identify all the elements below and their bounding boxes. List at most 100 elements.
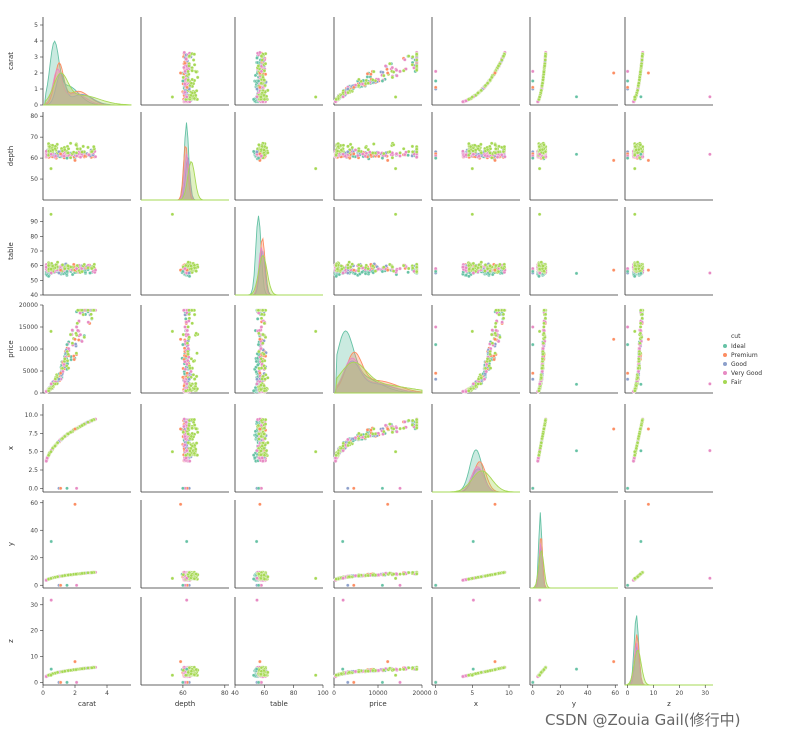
scatter-point: [543, 58, 547, 62]
scatter-point: [258, 85, 262, 90]
scatter-point: [192, 63, 197, 67]
scatter-point: [633, 144, 638, 149]
scatter-point: [182, 65, 186, 70]
y-axis-label: table: [7, 242, 15, 260]
scatter-point: [183, 82, 187, 86]
y-tick-label: 40: [30, 292, 38, 299]
scatter-point: [184, 57, 188, 61]
scatter-point: [66, 147, 71, 151]
scatter-point: [531, 269, 535, 274]
scatter-point: [262, 78, 266, 82]
scatter-point: [346, 271, 350, 275]
scatter-point: [414, 64, 419, 68]
scatter-point: [334, 274, 338, 279]
scatter-point: [541, 155, 546, 160]
scatter-point: [189, 93, 193, 98]
scatter-point: [639, 152, 643, 157]
y-tick-label: 70: [30, 134, 38, 141]
scatter-point: [255, 87, 259, 91]
scatter-point: [86, 145, 90, 150]
scatter-point: [489, 141, 494, 146]
scatter-point: [395, 73, 399, 78]
scatter-point: [259, 147, 264, 152]
scatter-point: [531, 156, 535, 160]
scatter-point: [414, 58, 419, 62]
scatter-point: [483, 263, 488, 267]
y-axis-label: carat: [7, 52, 15, 70]
scatter-point: [50, 264, 55, 268]
scatter-point: [376, 150, 381, 155]
scatter-point: [477, 154, 481, 158]
scatter-point: [46, 263, 51, 268]
scatter-point: [708, 95, 712, 99]
scatter-point: [382, 265, 386, 269]
scatter-point: [640, 54, 644, 58]
scatter-point: [185, 85, 189, 90]
y-tick-label: 60: [30, 263, 38, 270]
scatter-point: [260, 58, 265, 62]
scatter-point: [74, 266, 79, 271]
scatter-point: [370, 264, 375, 268]
scatter-point: [466, 97, 471, 102]
scatter-point: [538, 271, 542, 275]
scatter-point: [485, 154, 490, 158]
scatter-point: [334, 97, 338, 102]
scatter-point: [574, 95, 579, 99]
scatter-point: [401, 68, 406, 73]
scatter-point: [183, 69, 187, 74]
scatter-point: [385, 158, 390, 163]
scatter-point: [485, 147, 490, 152]
scatter-point: [339, 264, 344, 268]
scatter-point: [47, 144, 52, 149]
scatter-point: [262, 93, 266, 98]
scatter-point: [257, 143, 261, 147]
scatter-point: [49, 271, 53, 275]
scatter-point: [496, 269, 501, 274]
scatter-point: [414, 52, 419, 56]
scatter-point: [86, 265, 90, 270]
y-tick-label: 70: [30, 248, 38, 255]
panel-carat-vs-x: [431, 17, 520, 106]
scatter-point: [611, 71, 616, 75]
scatter-point: [259, 81, 264, 85]
scatter-point: [93, 154, 98, 159]
scatter-point: [542, 143, 546, 147]
scatter-point: [266, 150, 270, 155]
scatter-point: [485, 266, 490, 271]
scatter-point: [633, 95, 637, 99]
scatter-point: [388, 150, 392, 154]
scatter-point: [470, 212, 475, 217]
panel-table-vs-depth: [140, 207, 229, 296]
scatter-point: [531, 85, 535, 90]
panel-carat-vs-table: [234, 17, 323, 106]
scatter-point: [410, 144, 415, 149]
scatter-point: [340, 267, 344, 271]
kde-table-fair: [235, 254, 323, 296]
scatter-point: [574, 271, 579, 276]
scatter-point: [485, 81, 490, 85]
scatter-point: [65, 156, 69, 160]
scatter-point: [57, 271, 61, 275]
scatter-point: [191, 58, 196, 62]
y-axis-label: depth: [7, 146, 15, 166]
scatter-point: [170, 212, 175, 217]
scatter-point: [346, 266, 350, 270]
scatter-point: [370, 78, 375, 82]
scatter-point: [433, 69, 438, 74]
scatter-point: [635, 260, 640, 264]
scatter-point: [352, 85, 356, 90]
scatter-point: [363, 154, 368, 158]
scatter-point: [633, 212, 637, 217]
scatter-point: [574, 152, 579, 157]
scatter-point: [78, 155, 83, 159]
scatter-point: [364, 78, 369, 83]
scatter-point: [414, 265, 419, 270]
scatter-point: [259, 54, 264, 58]
scatter-point: [391, 143, 396, 147]
scatter-point: [364, 151, 369, 156]
scatter-point: [414, 269, 419, 274]
scatter-point: [62, 154, 66, 158]
y-tick-label: 2: [34, 70, 38, 77]
scatter-point: [537, 263, 541, 268]
